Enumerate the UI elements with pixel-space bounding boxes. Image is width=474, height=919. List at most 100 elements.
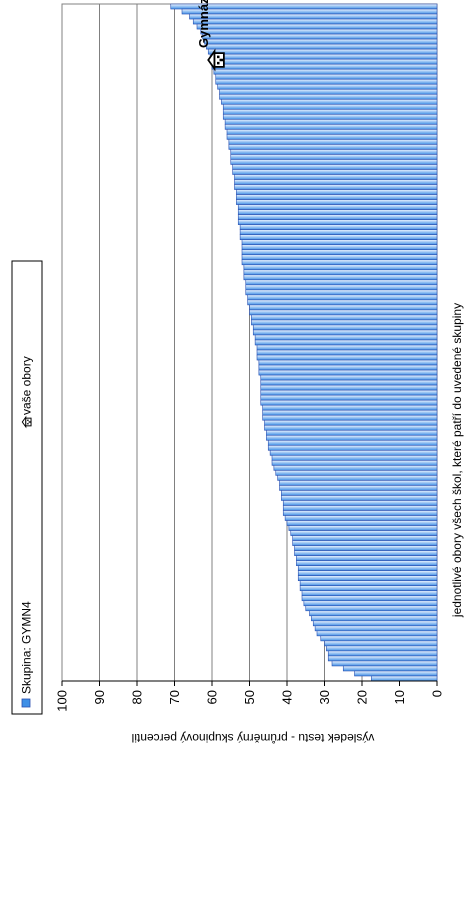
bar [279, 485, 438, 491]
tick-label: 70 [167, 690, 182, 704]
bar [282, 500, 438, 506]
bar [286, 520, 438, 526]
bar [209, 53, 438, 60]
bar [260, 374, 438, 381]
bar [239, 224, 438, 230]
bar [239, 229, 438, 235]
bar [299, 580, 438, 587]
bar [314, 625, 438, 632]
bar [342, 665, 438, 672]
legend-label-skupina: Skupina: GYMN4 [20, 601, 34, 694]
bar [296, 560, 438, 566]
bar [260, 379, 438, 386]
bar [243, 269, 438, 276]
bar [326, 645, 438, 652]
tick-label: 90 [92, 690, 107, 704]
bar [226, 129, 438, 135]
bar [249, 309, 438, 316]
bar [247, 294, 438, 301]
bar [254, 339, 438, 346]
tick-label: 10 [392, 690, 407, 704]
bar [228, 144, 438, 150]
bar [301, 590, 438, 597]
bar [262, 414, 438, 421]
bar [226, 134, 438, 140]
bar [303, 600, 438, 607]
bar [200, 28, 438, 35]
bar [305, 605, 438, 612]
bar [277, 475, 438, 481]
bar [267, 439, 438, 446]
bar [241, 249, 438, 256]
bar [219, 93, 438, 100]
bar [260, 389, 438, 396]
bar [236, 194, 438, 200]
bar [204, 38, 438, 45]
bar [301, 595, 438, 602]
bar [354, 670, 438, 677]
bar [241, 244, 438, 251]
bar [245, 279, 438, 286]
bar [241, 259, 438, 266]
bar [282, 505, 438, 511]
annotation-group: Gymnázium [196, 0, 225, 72]
bar [221, 98, 438, 105]
bar [224, 119, 438, 125]
bar [281, 495, 438, 501]
bar [222, 103, 438, 110]
bar [297, 575, 438, 582]
bar [215, 78, 438, 85]
bar [312, 620, 438, 627]
bar [202, 33, 438, 40]
bar [239, 234, 438, 240]
bar [294, 545, 438, 551]
bar [222, 109, 438, 115]
tick-label: 50 [242, 690, 257, 704]
bar [249, 304, 438, 311]
bar [219, 88, 438, 95]
bar [232, 164, 438, 170]
bar [273, 465, 438, 471]
legend-box [11, 260, 43, 715]
bar [256, 344, 438, 351]
bar [222, 114, 438, 120]
bar [271, 455, 438, 461]
bar [288, 525, 438, 531]
bar [251, 319, 438, 326]
legend-swatch-skupina [21, 698, 31, 708]
bar [241, 254, 438, 261]
bar [281, 490, 438, 496]
bar [245, 284, 438, 291]
bar [254, 334, 438, 341]
bar [189, 13, 438, 20]
bar [224, 124, 438, 130]
bar [275, 470, 438, 476]
bar [331, 660, 438, 667]
bar [256, 354, 438, 361]
bar [258, 359, 438, 366]
bar [207, 48, 438, 55]
bar [243, 264, 438, 271]
bar [192, 18, 438, 25]
bar [237, 204, 438, 210]
bar [234, 184, 438, 190]
bar [299, 585, 438, 592]
bar [241, 239, 438, 246]
bar [243, 274, 438, 281]
bar [237, 214, 438, 220]
bar [206, 43, 438, 50]
bar [267, 445, 438, 451]
bar [311, 615, 438, 622]
tick-label: 40 [280, 690, 295, 704]
tick-label: 20 [355, 690, 370, 704]
bar [309, 610, 438, 617]
bar [266, 429, 438, 436]
bar [290, 530, 438, 536]
bar [234, 174, 438, 180]
bar [215, 73, 438, 80]
bar [230, 159, 438, 165]
bar [234, 179, 438, 185]
bar [371, 675, 438, 682]
tick-label: 60 [205, 690, 220, 704]
